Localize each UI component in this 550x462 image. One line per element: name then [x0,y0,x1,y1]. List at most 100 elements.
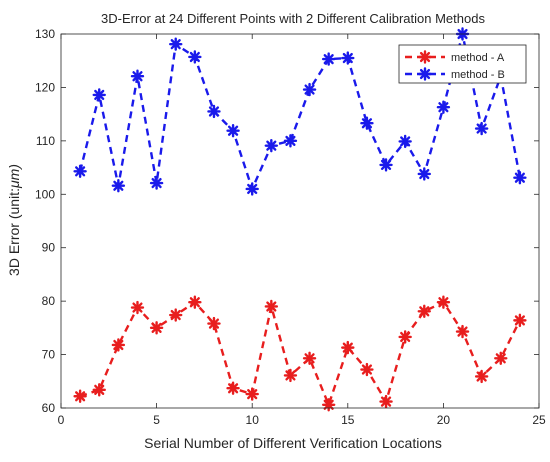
marker-stroke [170,39,181,50]
chart-title: 3D-Error at 24 Different Points with 2 D… [101,11,485,26]
data-point [494,351,508,366]
series-a [73,295,527,412]
marker-stroke [361,118,373,129]
data-point [226,381,240,395]
data-point [111,338,126,352]
marker-stroke [438,102,449,113]
marker-stroke [419,306,430,317]
y-tick-label: 130 [35,27,55,41]
marker-stroke [419,51,431,63]
data-point [474,369,489,384]
data-point [379,158,393,172]
marker-stroke [285,370,296,381]
marker-stroke [208,318,220,329]
marker-stroke [514,172,525,183]
data-point [436,295,451,309]
data-point [360,116,374,130]
marker-stroke [476,123,487,134]
marker-stroke [94,384,105,395]
data-point [169,308,183,322]
x-tick-label: 25 [532,413,546,427]
data-point [360,362,374,377]
data-point [436,100,451,114]
x-tick-label: 10 [246,413,260,427]
marker-stroke [75,391,86,402]
marker-stroke [380,396,392,407]
legend-box [398,44,527,84]
data-point [245,182,259,196]
data-point [264,299,279,314]
axes: 0 5 10 15 20 25 60 70 80 90 100 110 120 130 [35,27,546,427]
data-point [73,164,87,179]
y-tick-label: 80 [42,294,56,308]
marker-stroke [304,353,315,364]
marker-stroke [266,301,277,312]
marker-stroke [113,180,124,191]
marker-stroke [75,166,86,177]
marker-stroke [208,106,220,117]
marker-stroke [380,159,392,170]
data-point [417,167,431,181]
marker-stroke [476,371,487,382]
data-point [207,104,221,119]
marker-stroke [438,297,449,308]
marker-stroke [342,342,353,353]
marker-stroke [189,297,200,308]
data-point [321,398,336,412]
y-tick-label: 120 [35,80,55,94]
marker-stroke [323,399,334,410]
marker-stroke [170,309,181,321]
legend-item: method - B [405,67,505,81]
marker-stroke [247,389,258,400]
data-point [111,179,126,193]
legend-label: method - B [451,69,505,81]
y-tick-label: 100 [35,187,55,201]
y-tick-label: 90 [42,241,56,255]
data-point [149,176,164,190]
x-axis-label: Serial Number of Different Verification … [144,435,442,451]
marker-stroke [227,125,239,136]
x-tick-label: 0 [58,413,65,427]
data-point [169,37,183,51]
x-tick-label: 5 [153,413,160,427]
marker-stroke [457,326,468,337]
data-point [379,394,393,409]
y-axis-label: 3D Error (unit:μm) [6,164,22,276]
data-point [149,321,164,335]
marker-stroke [419,168,430,180]
data-point [264,138,279,153]
data-point [398,330,412,344]
y-axis-label-unit: μm) [6,164,22,189]
data-point [341,51,355,65]
data-point [73,389,87,403]
marker-stroke [227,383,239,394]
data-point [321,52,336,66]
marker-stroke [419,68,431,80]
data-point [513,313,527,328]
data-point [283,368,298,383]
x-tick-label: 20 [437,413,451,427]
marker-stroke [400,136,411,147]
marker-stroke [400,331,411,343]
data-point [283,134,298,148]
data-point [455,324,470,339]
axes-box [60,33,540,409]
marker-stroke [342,52,353,64]
marker-stroke [266,140,277,151]
data-point [130,69,145,83]
data-point [92,383,106,397]
data-point [341,340,355,355]
y-tick-label: 70 [42,348,56,362]
data-point [130,300,145,315]
data-point [513,171,527,185]
plot-background [61,34,539,408]
y-axis-label-text: 3D Error (unit: [6,188,22,276]
plot-area [61,34,539,408]
marker-stroke [361,364,373,375]
legend-item: method - A [405,50,505,64]
marker-stroke [285,135,296,146]
marker-stroke [189,51,200,63]
x-tick-label: 15 [341,413,355,427]
legend-label: method - A [451,52,505,64]
